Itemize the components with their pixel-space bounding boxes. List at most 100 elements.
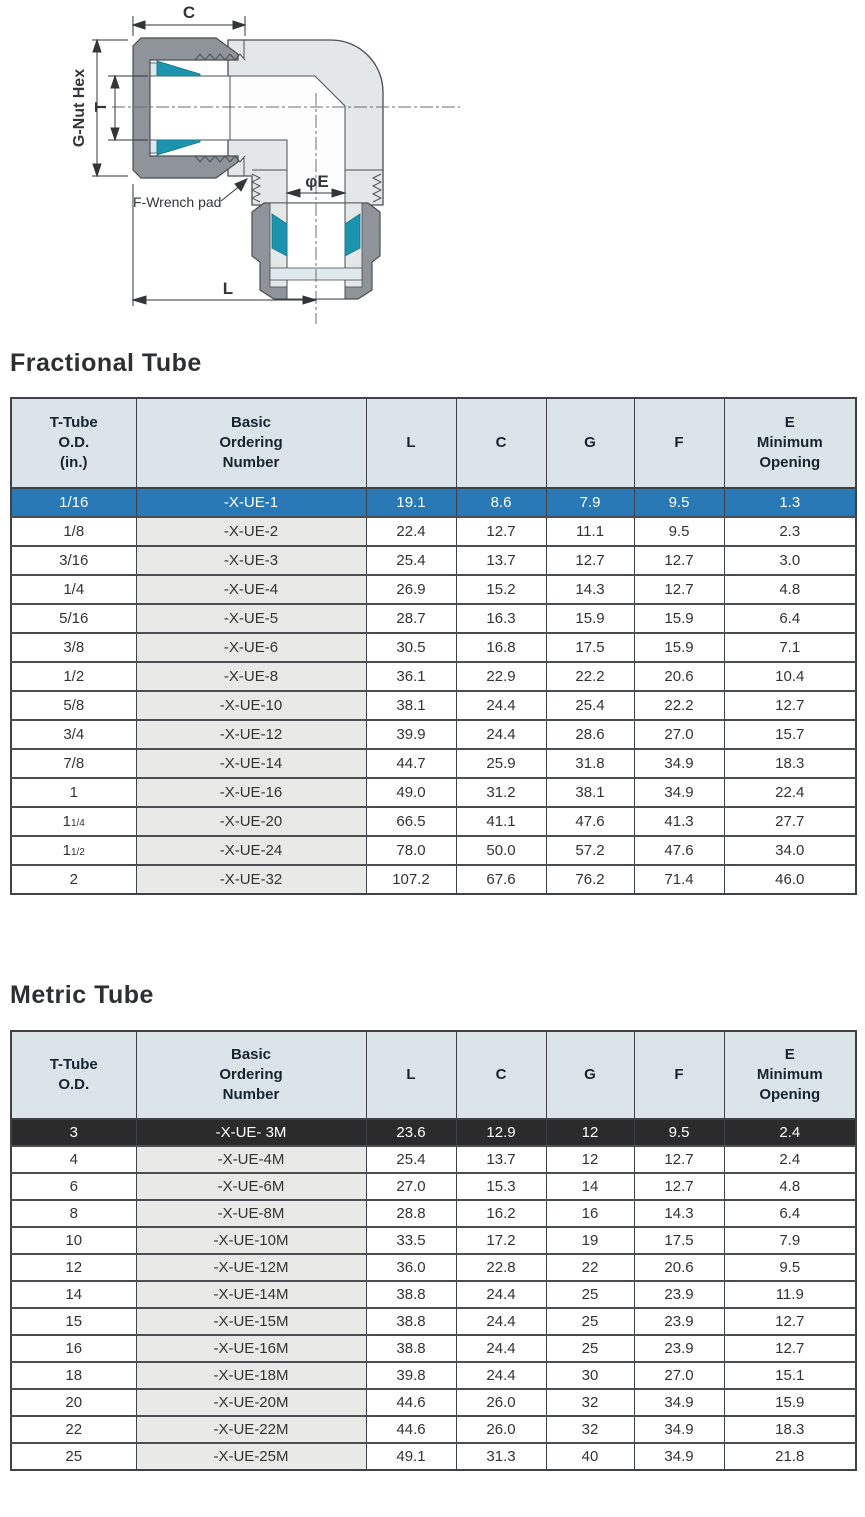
dimension-value-cell: 26.9 xyxy=(365,574,457,605)
dimension-value-cell: 46.0 xyxy=(723,864,857,895)
ordering-number-cell: -X-UE-3 xyxy=(135,545,367,576)
tube-od-cell: 3/8 xyxy=(10,632,137,663)
column-header: C xyxy=(455,1030,547,1120)
dimension-value-cell: 47.6 xyxy=(545,806,635,837)
fitting-body-cross-section xyxy=(227,39,384,206)
ordering-number-cell: -X-UE-8 xyxy=(135,661,367,692)
dimension-value-cell: 44.6 xyxy=(365,1415,457,1444)
dimension-value-cell: 28.8 xyxy=(365,1199,457,1228)
tube-od-cell: 7/8 xyxy=(10,748,137,779)
t-dimension-label: T xyxy=(93,102,110,112)
dimension-value-cell: 12 xyxy=(545,1118,635,1147)
dimension-value-cell: 15.9 xyxy=(723,1388,857,1417)
dimension-value-cell: 1.3 xyxy=(723,487,857,518)
table-row: 3 -X-UE- 3M 23.6 12.9 12 9.5 2.4 xyxy=(10,1118,857,1147)
table-row: 5/8 -X-UE-10 38.1 24.4 25.4 22.2 12.7 xyxy=(10,690,857,721)
dimension-value-cell: 4.8 xyxy=(723,574,857,605)
table-row: 5/16 -X-UE-5 28.7 16.3 15.9 15.9 6.4 xyxy=(10,603,857,634)
ordering-number-cell: -X-UE-6 xyxy=(135,632,367,663)
dimension-value-cell: 15.7 xyxy=(723,719,857,750)
dimension-value-cell: 22 xyxy=(545,1253,635,1282)
dimension-value-cell: 17.5 xyxy=(633,1226,725,1255)
tube-od-cell: 22 xyxy=(10,1415,137,1444)
dimension-value-cell: 34.9 xyxy=(633,1415,725,1444)
dimension-value-cell: 34.9 xyxy=(633,1388,725,1417)
dimension-value-cell: 67.6 xyxy=(455,864,547,895)
ordering-number-cell: -X-UE-24 xyxy=(135,835,367,866)
table-row: 7/8 -X-UE-14 44.7 25.9 31.8 34.9 18.3 xyxy=(10,748,857,779)
tube-od-cell: 25 xyxy=(10,1442,137,1471)
dimension-value-cell: 57.2 xyxy=(545,835,635,866)
dimension-value-cell: 28.7 xyxy=(365,603,457,634)
dimension-value-cell: 12.7 xyxy=(633,1145,725,1174)
c-dimension-label: C xyxy=(183,3,195,22)
dimension-value-cell: 32 xyxy=(545,1388,635,1417)
dimension-value-cell: 17.5 xyxy=(545,632,635,663)
table-row: 3/16 -X-UE-3 25.4 13.7 12.7 12.7 3.0 xyxy=(10,545,857,576)
tube-od-cell: 3 xyxy=(10,1118,137,1147)
dimension-value-cell: 14.3 xyxy=(633,1199,725,1228)
dimension-value-cell: 20.6 xyxy=(633,1253,725,1282)
table-row: 8 -X-UE-8M 28.8 16.2 16 14.3 6.4 xyxy=(10,1199,857,1228)
dimension-value-cell: 78.0 xyxy=(365,835,457,866)
ordering-number-cell: -X-UE-18M xyxy=(135,1361,367,1390)
dimension-value-cell: 22.2 xyxy=(545,661,635,692)
ordering-number-cell: -X-UE-4M xyxy=(135,1145,367,1174)
tube-od-cell: 3/16 xyxy=(10,545,137,576)
dimension-value-cell: 49.1 xyxy=(365,1442,457,1471)
tube-od-cell: 6 xyxy=(10,1172,137,1201)
fractional-tube-table: T-Tube O.D. (in.) Basic Ordering Number L C… xyxy=(10,397,857,895)
table-row: 11/2 -X-UE-24 78.0 50.0 57.2 47.6 34.0 xyxy=(10,835,857,866)
dimension-value-cell: 22.9 xyxy=(455,661,547,692)
table-row: 12 -X-UE-12M 36.0 22.8 22 20.6 9.5 xyxy=(10,1253,857,1282)
dimension-value-cell: 23.9 xyxy=(633,1334,725,1363)
dimension-value-cell: 30.5 xyxy=(365,632,457,663)
dimension-value-cell: 34.9 xyxy=(633,1442,725,1471)
ordering-number-cell: -X-UE-12 xyxy=(135,719,367,750)
dimension-value-cell: 12.7 xyxy=(723,1334,857,1363)
dimension-value-cell: 25 xyxy=(545,1307,635,1336)
ordering-number-cell: -X-UE-25M xyxy=(135,1442,367,1471)
tube-od-cell: 5/16 xyxy=(10,603,137,634)
table-row: 2 -X-UE-32 107.2 67.6 76.2 71.4 46.0 xyxy=(10,864,857,895)
dimension-value-cell: 38.8 xyxy=(365,1307,457,1336)
dimension-value-cell: 2.3 xyxy=(723,516,857,547)
tube-od-cell: 11/2 xyxy=(10,835,137,866)
table-row: 25 -X-UE-25M 49.1 31.3 40 34.9 21.8 xyxy=(10,1442,857,1471)
dimension-value-cell: 41.1 xyxy=(455,806,547,837)
tube-od-cell: 1 xyxy=(10,777,137,808)
dimension-value-cell: 16 xyxy=(545,1199,635,1228)
dimension-value-cell: 107.2 xyxy=(365,864,457,895)
dimension-value-cell: 15.2 xyxy=(455,574,547,605)
dimension-value-cell: 31.3 xyxy=(455,1442,547,1471)
tube-od-cell: 20 xyxy=(10,1388,137,1417)
ordering-number-cell: -X-UE-32 xyxy=(135,864,367,895)
dimension-value-cell: 9.5 xyxy=(633,1118,725,1147)
dimension-value-cell: 38.8 xyxy=(365,1334,457,1363)
dimension-value-cell: 15.3 xyxy=(455,1172,547,1201)
table-row: 11/4 -X-UE-20 66.5 41.1 47.6 41.3 27.7 xyxy=(10,806,857,837)
dimension-value-cell: 12.7 xyxy=(723,1307,857,1336)
tube-od-cell: 15 xyxy=(10,1307,137,1336)
dimension-value-cell: 34.9 xyxy=(633,748,725,779)
dimension-value-cell: 38.1 xyxy=(545,777,635,808)
dimension-value-cell: 16.8 xyxy=(455,632,547,663)
dimension-value-cell: 25.9 xyxy=(455,748,547,779)
dimension-value-cell: 21.8 xyxy=(723,1442,857,1471)
dimension-value-cell: 24.4 xyxy=(455,719,547,750)
table-row: 16 -X-UE-16M 38.8 24.4 25 23.9 12.7 xyxy=(10,1334,857,1363)
dimension-value-cell: 8.6 xyxy=(455,487,547,518)
dimension-value-cell: 33.5 xyxy=(365,1226,457,1255)
dimension-value-cell: 6.4 xyxy=(723,603,857,634)
ordering-number-cell: -X-UE-8M xyxy=(135,1199,367,1228)
dimension-value-cell: 2.4 xyxy=(723,1145,857,1174)
metric-tube-heading: Metric Tube xyxy=(10,981,154,1009)
dimension-value-cell: 26.0 xyxy=(455,1415,547,1444)
dimension-value-cell: 13.7 xyxy=(455,1145,547,1174)
dimension-value-cell: 41.3 xyxy=(633,806,725,837)
f-wrench-pad-label: F-Wrench pad xyxy=(133,194,221,210)
dimension-value-cell: 76.2 xyxy=(545,864,635,895)
ordering-number-cell: -X-UE-1 xyxy=(135,487,367,518)
dimension-value-cell: 28.6 xyxy=(545,719,635,750)
